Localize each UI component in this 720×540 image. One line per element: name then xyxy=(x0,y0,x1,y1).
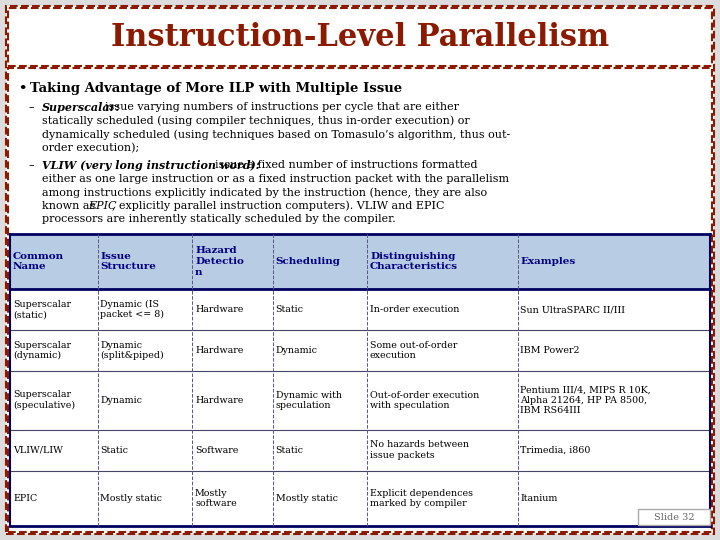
Bar xyxy=(638,509,710,525)
Text: Instruction-Level Parallelism: Instruction-Level Parallelism xyxy=(111,22,609,52)
Text: –: – xyxy=(28,160,34,170)
Text: Explicit dependences
marked by compiler: Explicit dependences marked by compiler xyxy=(370,489,473,508)
Text: Superscalar
(static): Superscalar (static) xyxy=(13,300,71,319)
Text: Scheduling: Scheduling xyxy=(276,257,341,266)
Text: issue varying numbers of instructions per cycle that are either: issue varying numbers of instructions pe… xyxy=(105,102,459,112)
Bar xyxy=(8,8,712,66)
Text: Examples: Examples xyxy=(521,257,576,266)
Text: Some out-of-order
execution: Some out-of-order execution xyxy=(370,341,457,360)
Bar xyxy=(10,234,710,289)
Text: Superscalar
(speculative): Superscalar (speculative) xyxy=(13,390,75,410)
Text: Mostly
software: Mostly software xyxy=(195,489,237,508)
Text: dynamically scheduled (using techniques based on Tomasulo’s algorithm, thus out-: dynamically scheduled (using techniques … xyxy=(42,129,510,140)
Text: order execution);: order execution); xyxy=(42,143,139,153)
Text: Hardware: Hardware xyxy=(195,396,243,404)
Text: EPIC: EPIC xyxy=(88,201,117,211)
Text: VLIW (very long instruction word):: VLIW (very long instruction word): xyxy=(42,160,260,171)
Text: IBM Power2: IBM Power2 xyxy=(521,346,580,355)
Text: –: – xyxy=(28,102,34,112)
Text: Hardware: Hardware xyxy=(195,346,243,355)
Text: issue a fixed number of instructions formatted: issue a fixed number of instructions for… xyxy=(215,160,477,170)
Text: Hazard
Detectio
n: Hazard Detectio n xyxy=(195,246,244,276)
Text: statically scheduled (using compiler techniques, thus in-order execution) or: statically scheduled (using compiler tec… xyxy=(42,116,469,126)
Text: Dynamic (IS
packet <= 8): Dynamic (IS packet <= 8) xyxy=(101,300,164,320)
Text: VLIW/LIW: VLIW/LIW xyxy=(13,446,63,455)
Text: Itanium: Itanium xyxy=(521,494,558,503)
Text: Out-of-order execution
with speculation: Out-of-order execution with speculation xyxy=(370,390,480,410)
Text: Static: Static xyxy=(276,305,304,314)
Bar xyxy=(8,68,712,532)
Text: In-order execution: In-order execution xyxy=(370,305,459,314)
Text: Common
Name: Common Name xyxy=(13,252,64,272)
Text: Superscalar:: Superscalar: xyxy=(42,102,121,113)
Text: EPIC: EPIC xyxy=(13,494,37,503)
Text: known as: known as xyxy=(42,201,99,211)
Text: Mostly static: Mostly static xyxy=(276,494,338,503)
Text: processors are inherently statically scheduled by the compiler.: processors are inherently statically sch… xyxy=(42,214,396,224)
Text: Dynamic: Dynamic xyxy=(101,396,143,404)
Text: Slide 32: Slide 32 xyxy=(654,512,694,522)
Text: Dynamic
(split&piped): Dynamic (split&piped) xyxy=(101,341,164,360)
Text: •: • xyxy=(18,82,27,95)
Text: Distinguishing
Characteristics: Distinguishing Characteristics xyxy=(370,252,458,272)
Text: Superscalar
(dynamic): Superscalar (dynamic) xyxy=(13,341,71,360)
Text: among instructions explicitly indicated by the instruction (hence, they are also: among instructions explicitly indicated … xyxy=(42,187,487,198)
Text: Static: Static xyxy=(276,446,304,455)
Text: Dynamic with
speculation: Dynamic with speculation xyxy=(276,390,341,410)
Text: Static: Static xyxy=(101,446,128,455)
Text: Trimedia, i860: Trimedia, i860 xyxy=(521,446,591,455)
Text: Taking Advantage of More ILP with Multiple Issue: Taking Advantage of More ILP with Multip… xyxy=(30,82,402,95)
Text: No hazards between
issue packets: No hazards between issue packets xyxy=(370,441,469,460)
Text: Software: Software xyxy=(195,446,238,455)
Text: Sun UltraSPARC II/III: Sun UltraSPARC II/III xyxy=(521,305,626,314)
Text: Issue
Structure: Issue Structure xyxy=(101,252,156,272)
Text: , explicitly parallel instruction computers). VLIW and EPIC: , explicitly parallel instruction comput… xyxy=(112,201,444,211)
Text: Pentium III/4, MIPS R 10K,
Alpha 21264, HP PA 8500,
IBM RS64III: Pentium III/4, MIPS R 10K, Alpha 21264, … xyxy=(521,386,652,415)
Text: either as one large instruction or as a fixed instruction packet with the parall: either as one large instruction or as a … xyxy=(42,174,509,184)
Text: Hardware: Hardware xyxy=(195,305,243,314)
Text: Mostly static: Mostly static xyxy=(101,494,163,503)
Text: Dynamic: Dynamic xyxy=(276,346,318,355)
